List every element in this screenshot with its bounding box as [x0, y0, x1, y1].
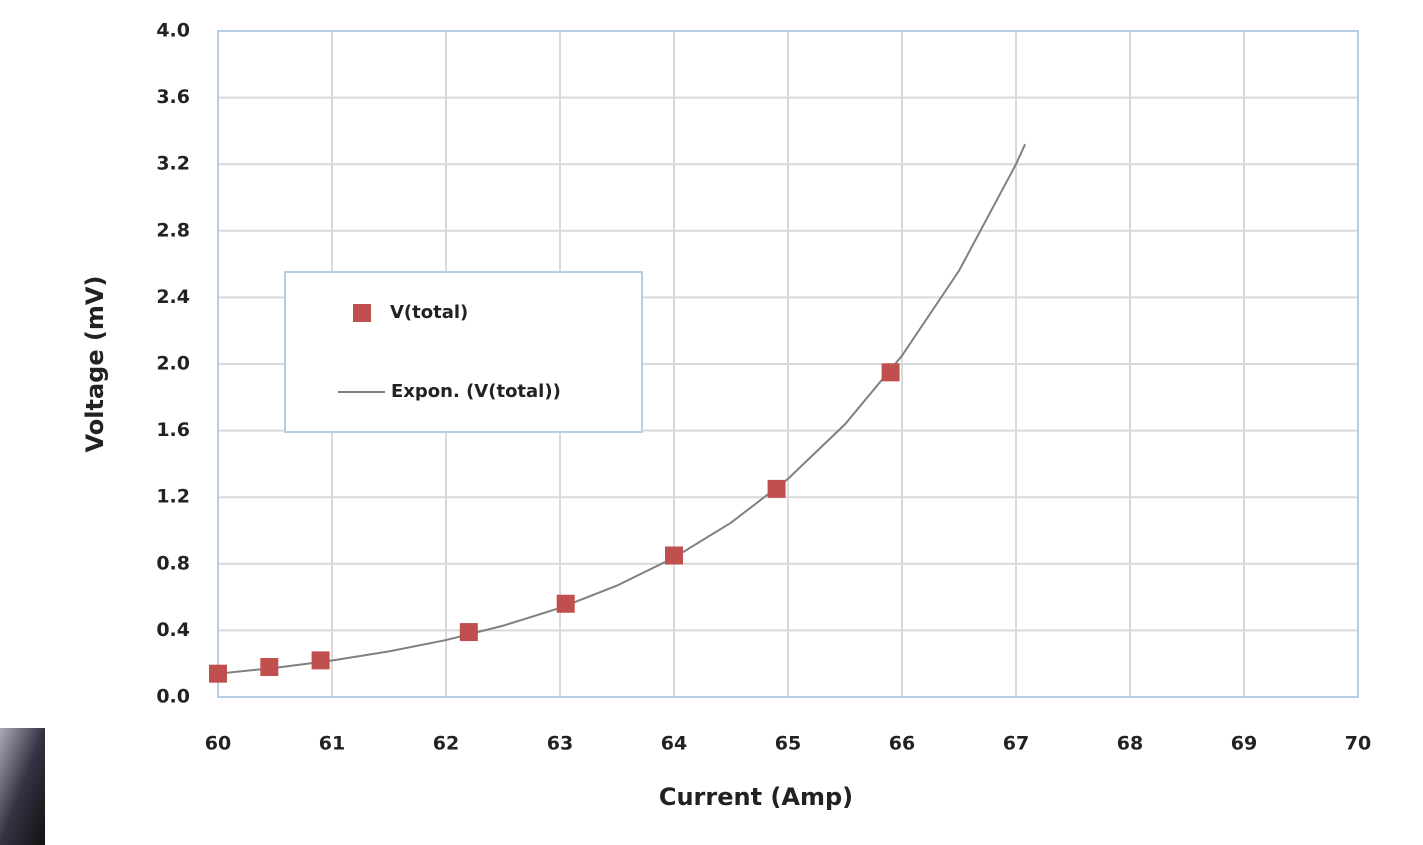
x-tick-label: 69	[1231, 733, 1257, 755]
y-tick-label: 2.8	[156, 219, 190, 241]
data-point	[556, 594, 575, 613]
marks	[209, 143, 1027, 683]
x-tick-label: 66	[889, 733, 915, 755]
plot-border	[217, 30, 1359, 698]
x-tick-label: 67	[1003, 733, 1029, 755]
data-point	[459, 623, 478, 642]
y-tick-label: 1.2	[156, 486, 190, 508]
y-axis-title: Voltage (mV)	[81, 276, 109, 453]
legend-label: V(total)	[390, 302, 468, 323]
x-tick-label: 60	[205, 733, 231, 755]
x-axis-title: Current (Amp)	[659, 783, 853, 811]
y-tick-label: 4.0	[156, 20, 190, 42]
x-tick-label: 70	[1345, 733, 1371, 755]
y-tick-label: 0.8	[156, 552, 190, 574]
legend-marker	[353, 304, 371, 322]
x-tick-label: 62	[433, 733, 459, 755]
x-tick-label: 64	[661, 733, 687, 755]
y-tick-label: 0.4	[156, 619, 190, 641]
legend-label: Expon. (V(total))	[391, 381, 561, 402]
data-point	[665, 546, 683, 565]
data-point	[209, 664, 227, 683]
data-point	[260, 658, 279, 677]
x-tick-label: 61	[319, 733, 345, 755]
photo-fragment	[0, 728, 45, 845]
y-tick-label: 1.6	[156, 419, 190, 441]
data-point	[767, 479, 786, 498]
y-tick-label: 3.6	[156, 86, 190, 108]
data-point	[881, 363, 900, 382]
trend-line	[217, 143, 1027, 675]
legend: V(total) Expon. (V(total))	[284, 271, 643, 433]
x-tick-label: 68	[1117, 733, 1143, 755]
legend-box	[284, 271, 643, 433]
x-tick-label: 63	[547, 733, 573, 755]
y-tick-label: 0.0	[156, 686, 190, 708]
y-tick-label: 2.0	[156, 353, 190, 375]
y-tick-label: 3.2	[156, 153, 190, 175]
x-tick-label: 65	[775, 733, 801, 755]
y-tick-label: 2.4	[156, 286, 190, 308]
data-point	[311, 651, 330, 670]
